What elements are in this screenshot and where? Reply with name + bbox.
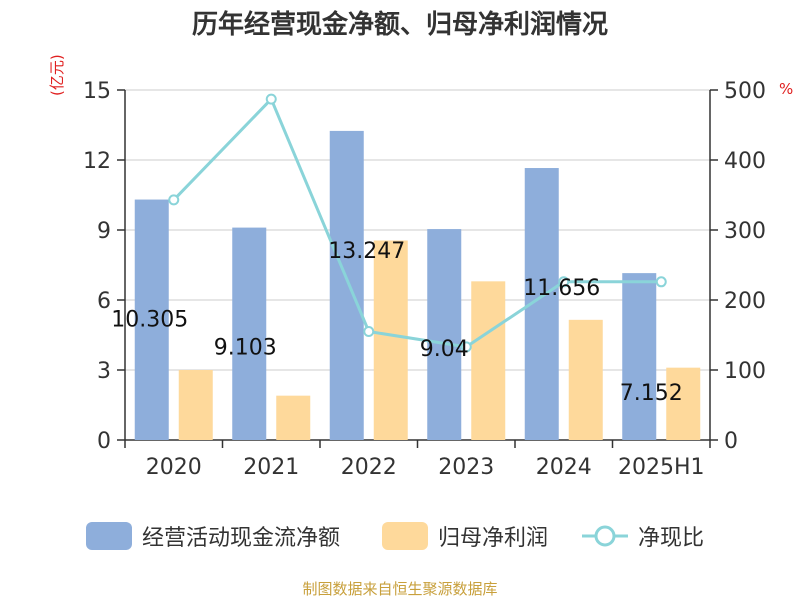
y-right-tick-label: 400 — [724, 149, 766, 174]
legend-item-net-profit[interactable]: 归母净利润 — [382, 518, 548, 554]
bar-net-profit — [471, 281, 506, 440]
y-right-tick-label: 0 — [724, 429, 738, 454]
legend-swatch-cash-ratio — [582, 525, 628, 547]
y-right-tick-label: 100 — [724, 359, 766, 384]
legend-swatch-net-profit — [382, 522, 428, 550]
x-tick-label: 2025H1 — [618, 455, 705, 480]
bar-cashflow — [329, 130, 364, 441]
y-right-tick-label: 300 — [724, 219, 766, 244]
bar-cashflow — [232, 227, 267, 440]
data-label-cashflow: 10.305 — [111, 308, 188, 333]
y-left-tick-label: 12 — [83, 149, 111, 174]
x-tick-label: 2024 — [536, 455, 592, 480]
y-right-tick-label: 500 — [724, 79, 766, 104]
point-cash-ratio — [363, 326, 375, 337]
y-left-tick-label: 6 — [97, 289, 111, 314]
bar-cashflow — [427, 229, 462, 440]
point-cash-ratio — [460, 341, 472, 353]
legend-swatch-cashflow — [86, 522, 132, 550]
data-label-cashflow: 9.04 — [420, 337, 469, 362]
legend: 经营活动现金流净额 归母净利润 净现比 — [0, 518, 800, 554]
y-left-tick-label: 9 — [97, 219, 111, 244]
chart-title: 历年经营现金净额、归母净利润情况 — [191, 10, 608, 40]
y-right-tick-label: 200 — [724, 289, 766, 314]
point-cash-ratio — [655, 276, 667, 288]
data-source-note: 制图数据来自恒生聚源数据库 — [302, 580, 498, 598]
bar-net-profit — [568, 319, 603, 440]
bar-cashflow — [134, 199, 169, 440]
legend-item-cashflow[interactable]: 经营活动现金流净额 — [86, 518, 340, 554]
bar-net-profit — [666, 367, 701, 440]
x-tick-label: 2021 — [243, 455, 299, 480]
x-tick-label: 2022 — [341, 455, 397, 480]
data-label-cashflow: 7.152 — [620, 381, 683, 406]
line-cash-ratio — [172, 97, 662, 349]
legend-label-cashflow: 经营活动现金流净额 — [142, 526, 341, 551]
x-tick-label: 2020 — [146, 455, 202, 480]
y-left-tick-label: 15 — [83, 79, 111, 104]
bar-net-profit — [178, 370, 213, 440]
y-left-tick-label: 0 — [97, 429, 111, 454]
point-cash-ratio — [558, 276, 570, 288]
right-axis-unit: % — [779, 80, 794, 98]
bar-net-profit — [373, 240, 408, 440]
y-left-tick-label: 3 — [97, 359, 111, 384]
bar-cashflow — [622, 273, 657, 440]
legend-label-cash-ratio: 净现比 — [638, 526, 705, 551]
x-tick-label: 2023 — [438, 455, 494, 480]
legend-item-cash-ratio[interactable]: 净现比 — [582, 518, 704, 554]
point-cash-ratio — [168, 194, 180, 206]
point-cash-ratio — [265, 93, 277, 105]
data-label-cashflow: 11.656 — [523, 276, 600, 301]
data-label-cashflow: 13.247 — [328, 239, 405, 264]
data-label-cashflow: 9.103 — [214, 336, 277, 361]
legend-label-net-profit: 归母净利润 — [438, 526, 549, 551]
bar-net-profit — [276, 395, 311, 440]
